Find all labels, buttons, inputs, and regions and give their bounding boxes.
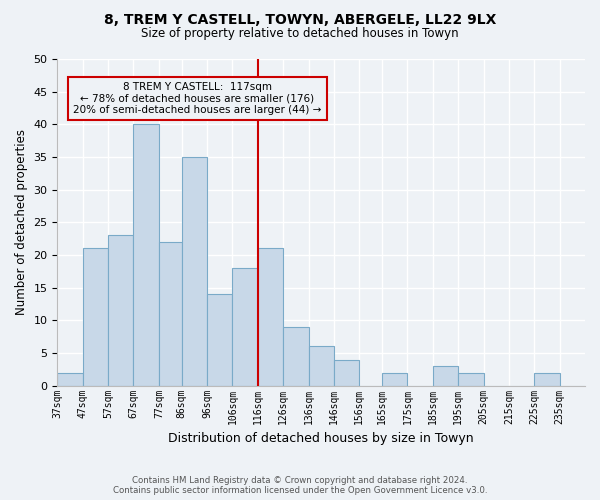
Bar (433, 366, 458, 386)
Text: 8 TREM Y CASTELL:  117sqm
← 78% of detached houses are smaller (176)
20% of semi: 8 TREM Y CASTELL: 117sqm ← 78% of detach… (73, 82, 322, 115)
Bar (182, 157, 207, 386)
Bar (382, 372, 407, 386)
Text: Contains HM Land Registry data © Crown copyright and database right 2024.
Contai: Contains HM Land Registry data © Crown c… (113, 476, 487, 495)
Text: 8, TREM Y CASTELL, TOWYN, ABERGELE, LL22 9LX: 8, TREM Y CASTELL, TOWYN, ABERGELE, LL22… (104, 12, 496, 26)
X-axis label: Distribution of detached houses by size in Towyn: Distribution of detached houses by size … (169, 432, 474, 445)
Bar (58, 372, 83, 386)
Bar (334, 360, 359, 386)
Bar (258, 248, 283, 386)
Bar (283, 327, 308, 386)
Bar (458, 372, 484, 386)
Bar (534, 372, 560, 386)
Text: Size of property relative to detached houses in Towyn: Size of property relative to detached ho… (141, 28, 459, 40)
Bar (159, 242, 182, 386)
Bar (133, 124, 159, 386)
Bar (232, 268, 258, 386)
Bar (108, 236, 133, 386)
Bar (207, 294, 232, 386)
Y-axis label: Number of detached properties: Number of detached properties (15, 130, 28, 316)
Bar (308, 346, 334, 386)
Bar (83, 248, 108, 386)
